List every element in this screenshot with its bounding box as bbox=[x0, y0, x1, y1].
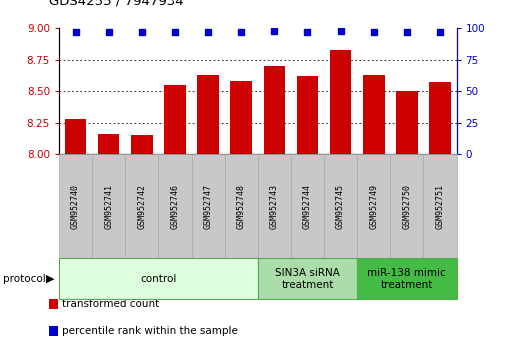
Text: GSM952742: GSM952742 bbox=[137, 184, 146, 229]
Text: GSM952741: GSM952741 bbox=[104, 184, 113, 229]
Bar bbox=[297, 76, 318, 154]
Bar bbox=[330, 50, 351, 154]
Bar bbox=[131, 135, 152, 154]
Text: GSM952750: GSM952750 bbox=[402, 184, 411, 229]
Text: GSM952751: GSM952751 bbox=[436, 184, 444, 229]
Bar bbox=[264, 66, 285, 154]
Text: GDS4255 / 7947934: GDS4255 / 7947934 bbox=[49, 0, 183, 7]
Bar bbox=[230, 81, 252, 154]
Text: GSM952745: GSM952745 bbox=[336, 184, 345, 229]
Text: GSM952749: GSM952749 bbox=[369, 184, 378, 229]
Text: transformed count: transformed count bbox=[62, 299, 160, 309]
Text: GSM952743: GSM952743 bbox=[270, 184, 279, 229]
Text: ▶: ▶ bbox=[46, 274, 55, 284]
Bar bbox=[65, 119, 86, 154]
Text: GSM952746: GSM952746 bbox=[170, 184, 180, 229]
Text: protocol: protocol bbox=[3, 274, 45, 284]
Bar bbox=[363, 75, 385, 154]
Bar bbox=[198, 75, 219, 154]
Bar bbox=[429, 82, 451, 154]
Text: SIN3A siRNA
treatment: SIN3A siRNA treatment bbox=[275, 268, 340, 290]
Text: control: control bbox=[140, 274, 176, 284]
Bar bbox=[396, 91, 418, 154]
Text: GSM952740: GSM952740 bbox=[71, 184, 80, 229]
Text: percentile rank within the sample: percentile rank within the sample bbox=[62, 326, 238, 336]
Text: GSM952748: GSM952748 bbox=[236, 184, 246, 229]
Text: miR-138 mimic
treatment: miR-138 mimic treatment bbox=[367, 268, 446, 290]
Text: GSM952744: GSM952744 bbox=[303, 184, 312, 229]
Bar bbox=[98, 134, 120, 154]
Text: GSM952747: GSM952747 bbox=[204, 184, 212, 229]
Bar bbox=[164, 85, 186, 154]
